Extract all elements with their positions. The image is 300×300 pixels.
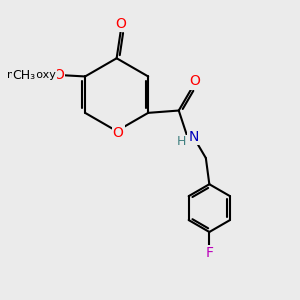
Text: N: N	[188, 130, 199, 144]
Text: H: H	[177, 135, 186, 148]
Text: O: O	[53, 68, 64, 82]
Text: O: O	[189, 74, 200, 88]
Text: methoxy: methoxy	[8, 70, 56, 80]
Text: O: O	[116, 17, 126, 31]
Text: F: F	[205, 246, 213, 260]
Text: O: O	[113, 126, 124, 140]
Text: CH₃: CH₃	[13, 68, 36, 82]
